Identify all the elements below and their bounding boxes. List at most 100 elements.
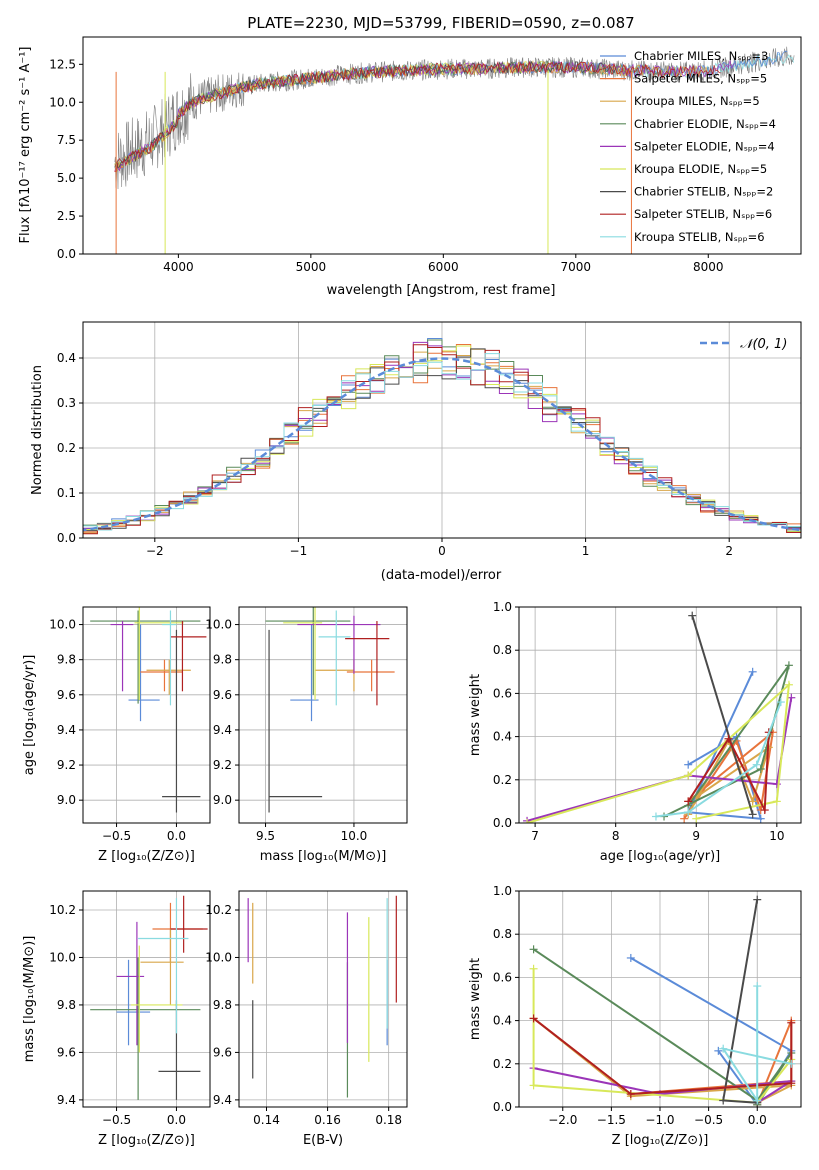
residual-histogram-9 — [83, 353, 801, 536]
panel-5-y-label: mass [log₁₀(M/M⊙)] — [22, 936, 37, 1063]
panel-4-y-tick-label-5: 1.0 — [493, 600, 512, 614]
panel-7: −2.0 −1.5 −1.0 −0.5 0.0 0.0 0.2 0.4 0.6 0.8 1.0 Z [… — [468, 884, 802, 1148]
model-spectrum-4 — [114, 59, 675, 171]
observed-spectrum-line — [114, 46, 795, 190]
panel-7-line-2 — [532, 1017, 792, 1104]
hist-x-tick-label-0: −2 — [146, 544, 164, 558]
hist-y-tick-label-3: 0.3 — [57, 396, 76, 410]
panel-6-frame — [238, 890, 408, 1108]
panel-3-y-tick-label-1: 9.2 — [213, 758, 232, 772]
y-tick-label-5: 12.5 — [49, 57, 76, 71]
y-tick-label-4: 10.0 — [49, 95, 76, 109]
normal-legend-label: 𝒩(0, 1) — [740, 337, 787, 352]
x-tick-label-4: 8000 — [693, 260, 724, 274]
panel-2-y-tick-label-4: 9.8 — [57, 653, 76, 667]
panel-7-x-tick-label-4: 0.0 — [748, 1113, 767, 1127]
y-tick-label-0: 0.0 — [57, 247, 76, 261]
x-tick-label-1: 5000 — [296, 260, 327, 274]
panel-4-y-tick-label-2: 0.4 — [493, 730, 512, 744]
panel-4-line-8 — [655, 701, 782, 818]
hist-x-tick-label-4: 2 — [725, 544, 733, 558]
panel-2-frame — [82, 606, 211, 824]
panel-3-frame — [238, 606, 408, 824]
panel-2-y-tick-label-1: 9.2 — [57, 758, 76, 772]
panel-6-plot-area — [247, 895, 397, 1098]
panel-6-y-tick-label-2: 9.8 — [213, 998, 232, 1012]
panel-5-x-tick-label-1: 0.0 — [167, 1113, 186, 1127]
panel-7-line-8 — [721, 986, 792, 1104]
panel-7-x-label: Z [log₁₀(Z/Z⊙)] — [612, 1133, 709, 1148]
panel-2-y-tick-label-2: 9.4 — [57, 723, 76, 737]
panel-4-line-6 — [691, 615, 754, 815]
legend-label-6: Kroupa ELODIE, Nₛₚₚ=5 — [634, 162, 767, 176]
hist-x-tick-label-3: 1 — [582, 544, 590, 558]
panel-4-x-label: age [log₁₀(age/yr)] — [600, 849, 721, 864]
panel-7-x-tick-label-0: −2.0 — [548, 1113, 577, 1127]
hist-plot-area — [83, 338, 801, 536]
panel-5-x-label: Z [log₁₀(Z/Z⊙)] — [98, 1133, 195, 1148]
panel-7-line-3 — [533, 948, 793, 1106]
spectrum-title: PLATE=2230, MJD=53799, FIBERID=0590, z=0… — [247, 14, 634, 32]
panel-3-x-tick-label-1: 10.0 — [341, 829, 368, 843]
y-tick-label-3: 7.5 — [57, 133, 76, 147]
panel-6-x-tick-label-2: 0.18 — [375, 1113, 402, 1127]
residual-histogram-panel: −2 −1 0 1 2 0.0 0.1 0.2 0.3 0.4 𝒩(0, 1) (data-mod… — [30, 321, 802, 583]
panel-5-x-tick-label-0: −0.5 — [102, 1113, 131, 1127]
panel-6: 0.14 0.16 0.18 9.4 9.6 9.8 10.0 10.2 E(B-V) — [205, 890, 408, 1148]
panel-5-y-tick-label-0: 9.4 — [57, 1093, 76, 1107]
model-spectrum-2 — [114, 61, 632, 173]
panel-7-x-tick-label-1: −1.5 — [597, 1113, 626, 1127]
panel-5-y-tick-label-2: 9.8 — [57, 998, 76, 1012]
panel-6-x-label: E(B-V) — [303, 1133, 343, 1148]
panel-3-y-tick-label-3: 9.6 — [213, 688, 232, 702]
panel-3-x-label: mass [log₁₀(M/M⊙)] — [260, 849, 387, 864]
panel-7-y-tick-label-2: 0.4 — [493, 1014, 512, 1028]
panel-5-y-tick-label-4: 10.2 — [49, 903, 76, 917]
panel-2-plot-area — [90, 607, 207, 813]
panel-4-y-label: mass weight — [468, 674, 483, 756]
legend-label-2: Salpeter MILES, Nₛₚₚ=5 — [634, 72, 767, 86]
panel-6-x-tick-label-0: 0.14 — [253, 1113, 280, 1127]
x-tick-label-0: 4000 — [163, 260, 194, 274]
legend-label-8: Salpeter STELIB, Nₛₚₚ=6 — [634, 207, 772, 221]
x-tick-label-2: 6000 — [428, 260, 459, 274]
panel-2-y-tick-label-5: 10.0 — [49, 618, 76, 632]
panel-2: −0.5 0.0 9.0 9.2 9.4 9.6 9.8 10.0 Z [log₁₀(Z/Z⊙)… — [22, 606, 211, 864]
spectrum-panel: PLATE=2230, MJD=53799, FIBERID=0590, z=0… — [18, 14, 802, 298]
panel-4-y-tick-label-4: 0.8 — [493, 643, 512, 657]
panel-4-plot-area — [523, 611, 796, 823]
panel-2-x-label: Z [log₁₀(Z/Z⊙)] — [98, 849, 195, 864]
panel-2-y-tick-label-3: 9.6 — [57, 688, 76, 702]
histogram-legend: 𝒩(0, 1) — [700, 337, 787, 352]
panel-7-y-label: mass weight — [468, 958, 483, 1040]
panel-2-y-label: age [log₁₀(age/yr)] — [22, 655, 37, 776]
panel-5-y-tick-label-3: 10.0 — [49, 950, 76, 964]
panel-5-frame — [82, 890, 211, 1108]
spectrum-y-label: Flux [fλ10⁻¹⁷ erg cm⁻² s⁻¹ A⁻¹] — [18, 47, 33, 244]
panel-3-x-tick-label-0: 9.5 — [256, 829, 275, 843]
hist-y-tick-label-0: 0.0 — [57, 531, 76, 545]
hist-y-tick-label-4: 0.4 — [57, 351, 76, 365]
panel-5-plot-area — [90, 895, 208, 1100]
panel-2-y-tick-label-0: 9.0 — [57, 793, 76, 807]
panel-6-y-tick-label-1: 9.6 — [213, 1045, 232, 1059]
panel-5: −0.5 0.0 9.4 9.6 9.8 10.0 10.2 Z [log₁₀(Z/Z⊙)] m… — [22, 890, 211, 1148]
panel-4-x-tick-label-1: 8 — [612, 829, 620, 843]
panel-4-x-tick-label-0: 7 — [531, 829, 539, 843]
panel-4-line-7 — [687, 732, 770, 814]
panel-4-y-tick-label-1: 0.2 — [493, 773, 512, 787]
spectrum-plot-area — [114, 46, 795, 254]
hist-x-tick-label-1: −1 — [290, 544, 308, 558]
panel-7-y-tick-label-0: 0.0 — [493, 1100, 512, 1114]
model-spectrum-8 — [114, 60, 721, 172]
panel-4-y-tick-label-0: 0.0 — [493, 816, 512, 830]
spectrum-axes-frame — [82, 36, 802, 255]
panel-7-y-tick-label-5: 1.0 — [493, 884, 512, 898]
panel-2-x-tick-label-1: 0.0 — [167, 829, 186, 843]
hist-y-tick-label-1: 0.1 — [57, 486, 76, 500]
panel-6-x-tick-label-1: 0.16 — [314, 1113, 341, 1127]
panel-4-frame — [518, 606, 802, 824]
legend-label-7: Chabrier STELIB, Nₛₚₚ=2 — [634, 185, 773, 199]
hist-y-tick-label-2: 0.2 — [57, 441, 76, 455]
